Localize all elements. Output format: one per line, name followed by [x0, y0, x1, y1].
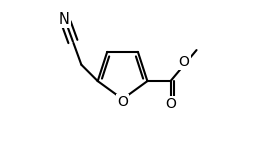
Text: O: O [165, 97, 176, 111]
Text: N: N [59, 12, 70, 27]
Text: O: O [117, 95, 128, 109]
Text: O: O [178, 55, 189, 69]
